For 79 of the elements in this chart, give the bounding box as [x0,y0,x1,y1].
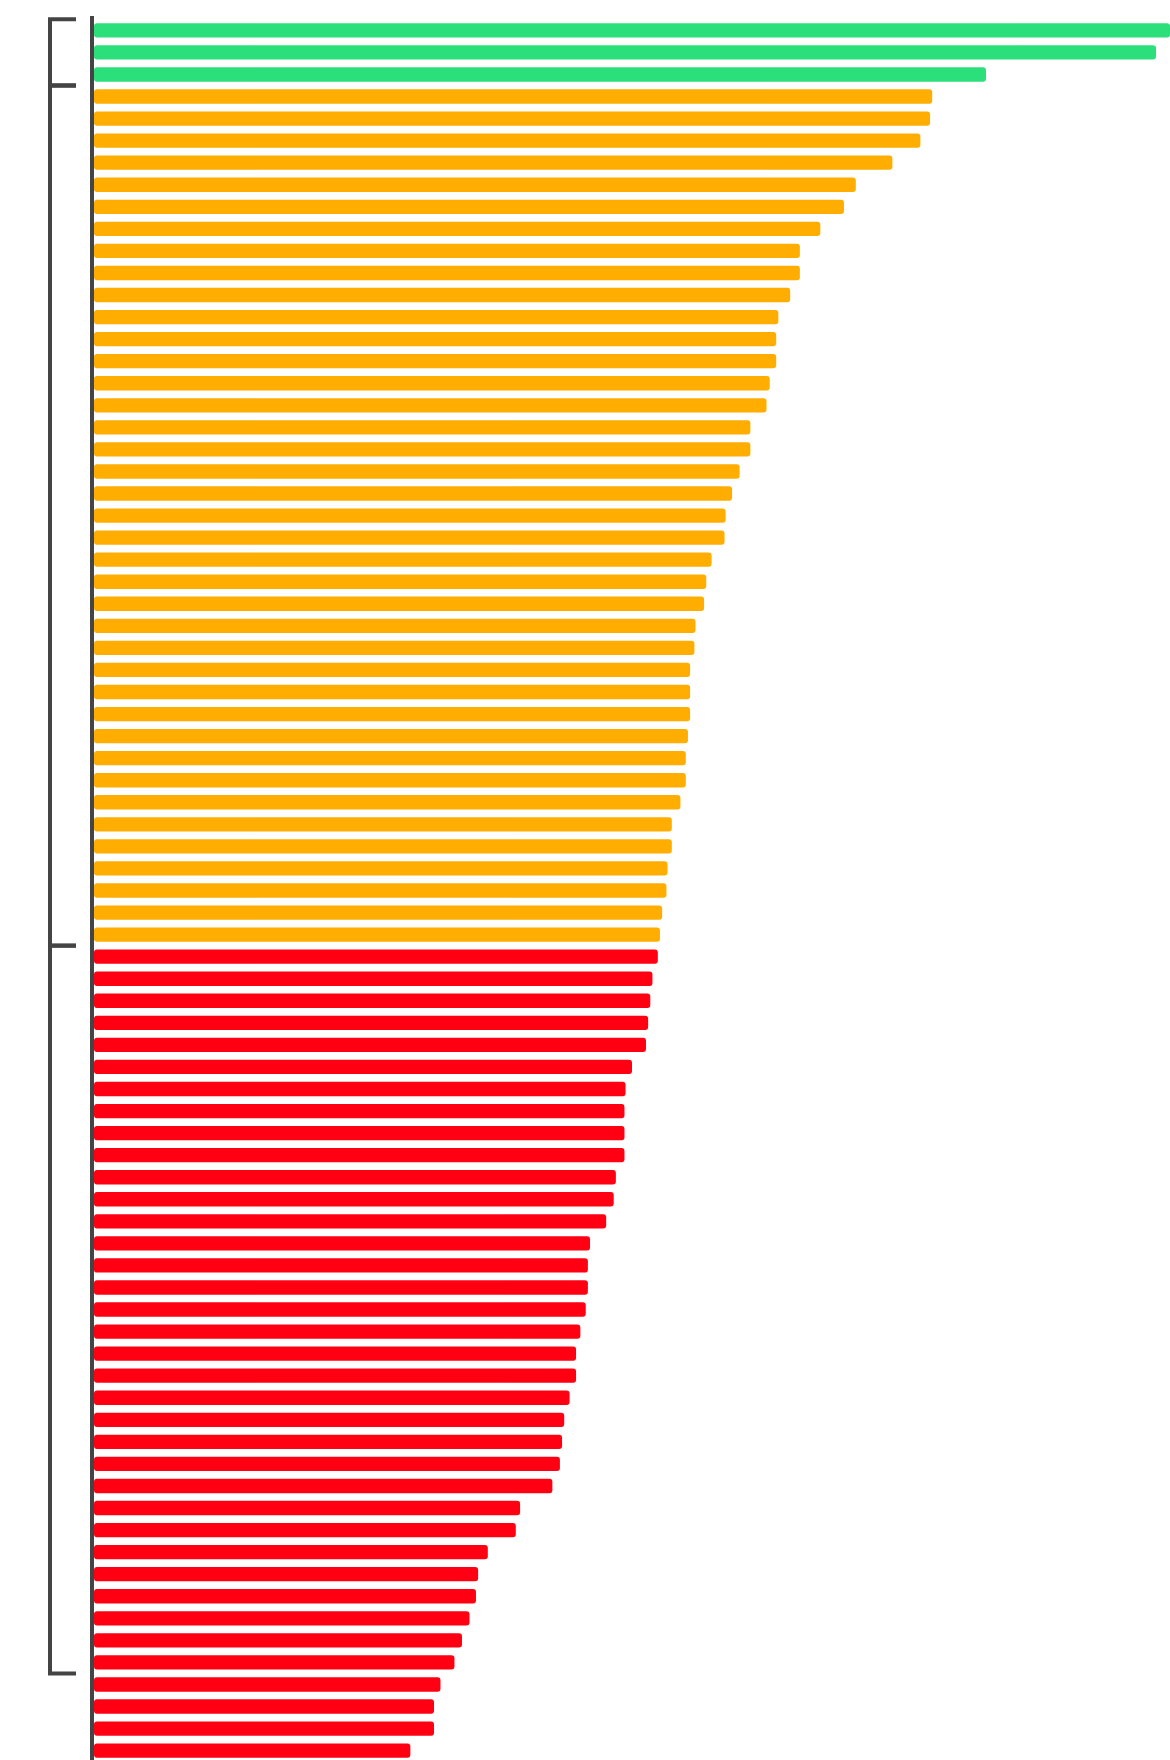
bar [94,905,663,920]
bar [94,596,705,611]
bar [94,45,1157,60]
bar [94,1015,649,1030]
bar [94,1500,521,1516]
bar [94,1103,625,1119]
bar [94,1192,614,1207]
bar [94,1125,625,1141]
bar [94,795,681,810]
bar [94,1258,588,1273]
bar [94,1346,577,1361]
bar [94,1302,586,1317]
bar [94,684,691,700]
bar [94,1214,607,1229]
bar [94,486,733,501]
bar [94,1236,591,1251]
bar [94,265,800,281]
bar [94,883,667,898]
bar [94,1412,565,1427]
bar [94,971,653,986]
bar [94,662,691,678]
bar [94,1434,563,1450]
bar [94,221,821,237]
bar [94,464,740,479]
bar [94,1456,560,1472]
bar [94,199,844,214]
bar [94,1170,616,1185]
bar [94,839,672,854]
bar [94,133,921,148]
bar [94,1037,646,1053]
bar [94,420,751,435]
bar [94,640,695,656]
bar [94,398,767,413]
bar [94,1147,625,1163]
bar [94,817,672,832]
bar [94,309,779,325]
bar [94,287,791,303]
bar [94,1567,479,1582]
bar [94,1368,577,1383]
bar [94,728,688,744]
bar [94,177,856,192]
bar [94,927,660,942]
bar [94,111,931,126]
bar [94,508,726,523]
bar [94,1589,476,1604]
bar [94,552,712,567]
bar [94,1390,570,1405]
bar [94,1280,588,1295]
bar [94,1478,553,1494]
bar [94,67,986,82]
bar [94,155,893,170]
bar [94,442,751,457]
bar [94,1699,435,1714]
bar [94,1655,455,1670]
bar [94,1544,488,1560]
bar [94,354,777,369]
bar [94,1677,441,1692]
bar [94,861,668,876]
bar [94,1522,516,1538]
bar [94,1324,581,1339]
bar [94,1059,632,1075]
bar [94,23,1170,38]
bar [94,1081,626,1097]
bar [94,1721,435,1736]
bar [94,574,707,589]
bar [94,1743,411,1758]
bar [94,331,777,347]
bar [94,1611,470,1626]
bar [94,993,651,1008]
bar [94,376,770,391]
bar [94,243,800,259]
bar [94,618,696,634]
bar [94,530,725,545]
bar [94,773,686,788]
bar [94,706,691,722]
bar [94,751,686,766]
bar [94,1633,462,1648]
bar [94,949,658,964]
bar [94,89,933,104]
